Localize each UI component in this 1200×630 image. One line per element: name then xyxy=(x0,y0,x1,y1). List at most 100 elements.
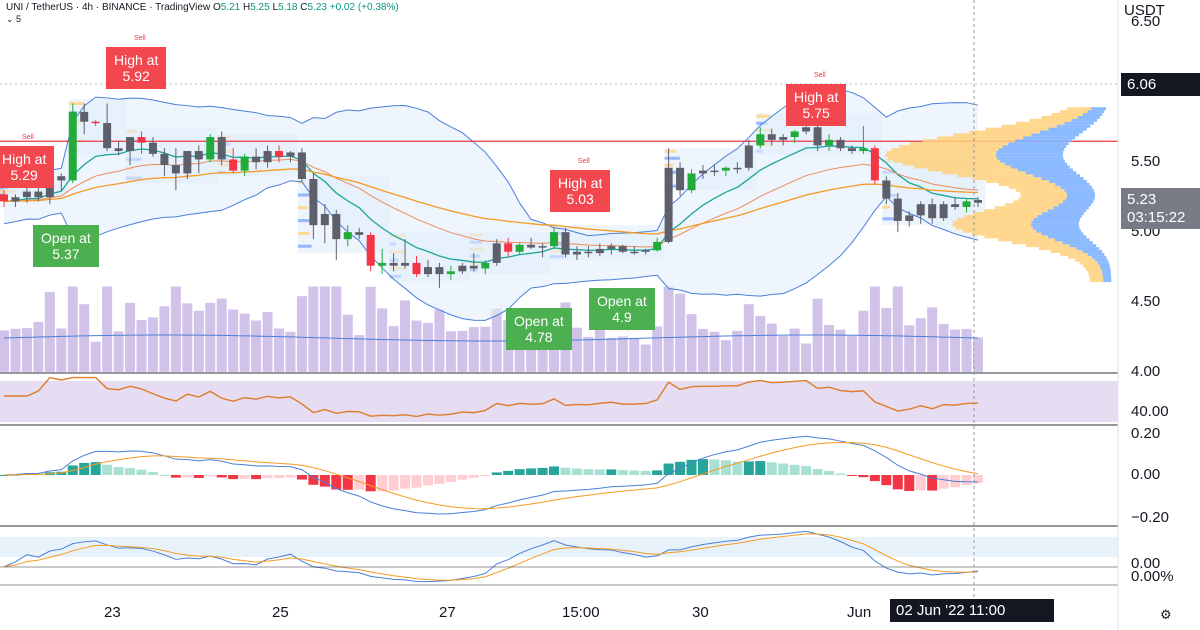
time-tick-label: Jun xyxy=(847,604,872,621)
vrvp-buy-row xyxy=(1032,226,1080,230)
settings-gear-icon[interactable]: ⚙ xyxy=(1160,607,1172,622)
callout-label: High at xyxy=(114,52,159,68)
macd-histogram-bar xyxy=(858,475,869,478)
vrvp-buy-row xyxy=(998,147,1065,151)
bollinger-lower xyxy=(3,180,979,321)
macd-histogram-bar xyxy=(377,475,388,492)
volume-bar xyxy=(193,310,204,372)
volume-bar xyxy=(445,331,456,372)
macd-histogram-bar xyxy=(801,465,812,475)
macd-histogram-bar xyxy=(147,472,158,475)
candle-body xyxy=(538,246,547,248)
candle-body xyxy=(893,198,902,221)
vrvp-sell-row xyxy=(972,232,1042,236)
buy-signal-tag: Buy xyxy=(619,324,632,331)
vrvp-buy-row xyxy=(1054,238,1090,242)
vrvp-buy-row xyxy=(1015,139,1072,143)
macd-histogram-bar xyxy=(571,468,582,475)
candle-body xyxy=(435,267,444,275)
candle-body xyxy=(527,244,536,248)
vrvp-buy-row xyxy=(1103,279,1112,283)
indicator-toggle[interactable]: ⌄ 5 xyxy=(6,14,22,24)
candle-body xyxy=(171,165,180,174)
volume-bar xyxy=(377,308,388,372)
volume-bar xyxy=(881,307,892,372)
vrvp-buy-row xyxy=(999,159,1065,163)
volume-bar xyxy=(835,329,846,372)
volume-bar xyxy=(526,338,537,372)
session-profile-row xyxy=(68,101,85,105)
candle-body xyxy=(57,176,66,181)
macd-histogram-bar xyxy=(812,469,823,475)
stoch-tick-label: 0.00% xyxy=(1131,568,1174,585)
vrvp-sell-row xyxy=(902,162,1005,166)
macd-histogram-bar xyxy=(720,460,731,475)
candle-body xyxy=(91,121,100,124)
candle-body xyxy=(114,148,123,152)
vrvp-sell-row xyxy=(985,127,1049,131)
macd-signal-line xyxy=(3,441,979,510)
vrvp-sell-row xyxy=(994,206,1054,210)
vrvp-buy-row xyxy=(1097,261,1109,265)
volume-bar xyxy=(938,323,949,372)
volume-bar xyxy=(973,337,983,372)
vrvp-sell-row xyxy=(973,212,1043,216)
vrvp-buy-row xyxy=(1062,200,1094,204)
macd-histogram-bar xyxy=(228,475,239,480)
callout-label: Open at xyxy=(41,230,91,246)
volume-bar xyxy=(869,286,880,372)
volume-bar xyxy=(228,309,239,372)
countdown-badge: 03:15:22 xyxy=(1121,205,1200,229)
currency-label: USDT xyxy=(1124,2,1165,19)
volume-bar xyxy=(571,327,582,372)
candle-body xyxy=(962,201,971,207)
volume-bar xyxy=(308,286,319,372)
macd-histogram-bar xyxy=(732,461,743,475)
candle-body xyxy=(263,151,272,163)
vrvp-buy-row xyxy=(1066,191,1095,195)
volume-bar xyxy=(90,341,101,372)
vrvp-sell-row xyxy=(1018,197,1066,201)
volume-bar xyxy=(159,306,170,372)
time-tick-label: 30 xyxy=(692,604,709,621)
vrvp-sell-row xyxy=(1059,110,1088,114)
macd-histogram-bar xyxy=(514,469,525,475)
vrvp-buy-row xyxy=(1031,220,1079,224)
ohlc-key: L xyxy=(269,2,279,13)
volume-bar xyxy=(927,307,938,372)
vrvp-buy-row xyxy=(1077,115,1100,119)
vrvp-buy-row xyxy=(1062,241,1093,245)
macd-histogram-bar xyxy=(938,475,949,489)
volume-bar xyxy=(354,335,365,372)
vrvp-sell-row xyxy=(969,130,1040,134)
vrvp-sell-row xyxy=(891,147,999,151)
macd-histogram-bar xyxy=(491,472,502,475)
vrvp-buy-row xyxy=(1066,194,1096,198)
interval[interactable]: 4h xyxy=(81,2,94,13)
candle-body xyxy=(928,204,937,219)
candle-body xyxy=(733,167,742,170)
candle-body xyxy=(378,262,387,266)
candle-body xyxy=(343,232,352,240)
candle-body xyxy=(859,148,868,152)
vrvp-sell-row xyxy=(1060,252,1088,256)
rsi-pane xyxy=(4,376,979,418)
macd-histogram-bar xyxy=(846,475,857,476)
candle-body xyxy=(286,152,295,157)
candle-body xyxy=(355,232,364,235)
macd-histogram-bar xyxy=(560,467,571,475)
callout-value: 5.75 xyxy=(802,105,830,121)
candle-body xyxy=(240,156,249,171)
volume-bar xyxy=(686,314,697,372)
volume-bar xyxy=(583,336,594,372)
candle-body xyxy=(309,179,318,226)
candle-body xyxy=(103,123,112,149)
session-profile-row xyxy=(297,244,312,248)
vrvp-buy-row xyxy=(1095,258,1108,262)
time-tick-label: 15:00 xyxy=(562,604,600,621)
vrvp-sell-row xyxy=(953,220,1032,224)
macd-histogram-bar xyxy=(583,469,594,475)
macd-histogram-bar xyxy=(113,467,124,475)
macd-histogram-bar xyxy=(193,475,204,478)
symbol-name[interactable]: UNI / TetherUS xyxy=(6,2,74,13)
